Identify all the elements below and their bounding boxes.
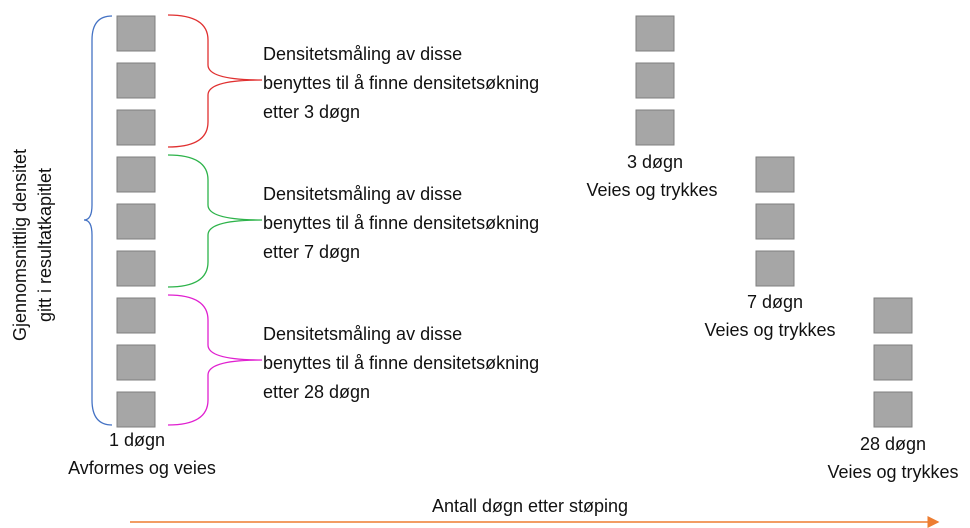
specimen (116, 203, 156, 240)
side-label: gitt i resultatkapitlet (35, 168, 55, 322)
magenta-brace (167, 294, 263, 426)
specimen (873, 344, 913, 381)
action-label: Veies og trykkes (827, 462, 958, 482)
side-label: Gjennomsnittlig densitet (10, 149, 30, 341)
specimen (116, 391, 156, 428)
group-text: benyttes til å finne densitetsøkning (263, 213, 539, 233)
group-text: etter 3 døgn (263, 102, 360, 122)
group-text: etter 28 døgn (263, 382, 370, 402)
specimen (755, 156, 795, 193)
specimen (635, 62, 675, 99)
day-label: 7 døgn (747, 292, 803, 312)
day-label: 1 døgn (109, 430, 165, 450)
group-text: benyttes til å finne densitetsøkning (263, 353, 539, 373)
specimen (116, 156, 156, 193)
group-text: benyttes til å finne densitetsøkning (263, 73, 539, 93)
axis-label: Antall døgn etter støping (432, 496, 628, 516)
specimen (116, 297, 156, 334)
group-text: Densitetsmåling av disse (263, 324, 462, 344)
specimen (635, 15, 675, 52)
specimen (873, 297, 913, 334)
red-brace (167, 14, 263, 148)
specimen (116, 109, 156, 146)
group-text: Densitetsmåling av disse (263, 44, 462, 64)
specimen (755, 203, 795, 240)
specimen (116, 62, 156, 99)
left-brace (83, 15, 113, 426)
day-label: 3 døgn (627, 152, 683, 172)
group-text: etter 7 døgn (263, 242, 360, 262)
specimen (116, 250, 156, 287)
specimen (116, 344, 156, 381)
green-brace (167, 154, 263, 288)
specimen (635, 109, 675, 146)
specimen (755, 250, 795, 287)
action-label: Veies og trykkes (704, 320, 835, 340)
specimen (116, 15, 156, 52)
day-label: 28 døgn (860, 434, 926, 454)
action-label: Veies og trykkes (586, 180, 717, 200)
specimen (873, 391, 913, 428)
group-text: Densitetsmåling av disse (263, 184, 462, 204)
action-label: Avformes og veies (68, 458, 216, 478)
